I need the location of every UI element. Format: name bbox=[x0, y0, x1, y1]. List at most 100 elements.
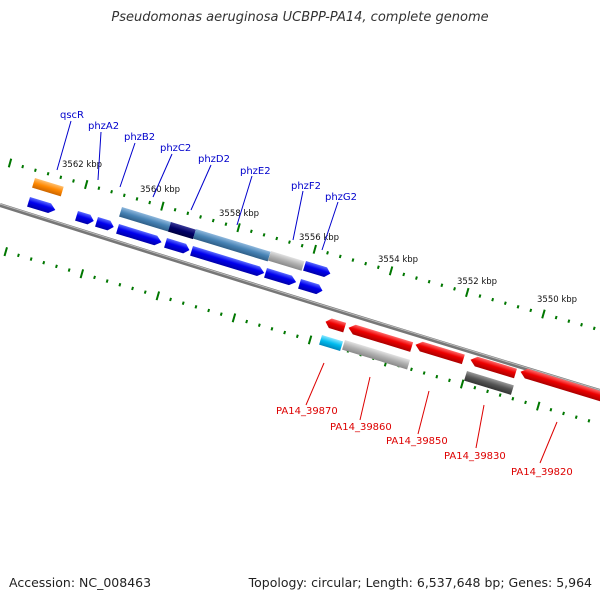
minor-tick bbox=[17, 253, 20, 258]
major-tick bbox=[536, 401, 541, 411]
gene-reverse[interactable] bbox=[519, 367, 600, 403]
major-tick bbox=[231, 313, 237, 323]
forward-genes-lower bbox=[27, 197, 324, 296]
minor-tick bbox=[478, 294, 482, 298]
minor-tick bbox=[46, 171, 50, 176]
gene-phzA2-B2[interactable] bbox=[119, 207, 172, 232]
gene-label-phzD2[interactable]: phzD2 bbox=[198, 154, 230, 165]
major-tick bbox=[312, 244, 317, 254]
minor-tick bbox=[435, 374, 439, 379]
minor-tick bbox=[118, 282, 122, 287]
gene-forward[interactable] bbox=[75, 211, 95, 226]
scale-label: 3558 kbp bbox=[219, 209, 259, 219]
minor-tick bbox=[257, 323, 261, 327]
gene-phzG2[interactable] bbox=[303, 261, 332, 278]
genome-backbone-highlight bbox=[0, 203, 600, 391]
minor-tick bbox=[326, 251, 329, 255]
minor-tick bbox=[194, 305, 198, 309]
gene-label-PA14_39870[interactable]: PA14_39870 bbox=[276, 406, 338, 417]
minor-tick bbox=[173, 207, 177, 212]
gene-reverse-cyan[interactable] bbox=[319, 335, 344, 351]
minor-tick bbox=[338, 254, 342, 259]
minor-tick bbox=[131, 286, 134, 291]
minor-tick bbox=[181, 301, 185, 305]
gene-reverse[interactable] bbox=[469, 355, 517, 379]
minor-tick bbox=[275, 236, 279, 241]
gene-label-phzB2[interactable]: phzB2 bbox=[124, 132, 155, 143]
minor-tick bbox=[562, 411, 565, 416]
gene-phzD2-E2[interactable] bbox=[193, 229, 271, 262]
gene-phzF2[interactable] bbox=[268, 251, 305, 271]
minor-tick bbox=[376, 265, 380, 270]
minor-tick bbox=[224, 222, 228, 226]
minor-tick bbox=[529, 308, 533, 313]
scale-label: 3556 kbp bbox=[299, 233, 339, 243]
minor-tick bbox=[245, 319, 249, 324]
minor-tick bbox=[295, 334, 299, 339]
minor-tick bbox=[186, 211, 190, 216]
gene-label-PA14_39830[interactable]: PA14_39830 bbox=[444, 451, 506, 462]
minor-tick bbox=[516, 305, 520, 309]
gene-reverse-gray[interactable] bbox=[342, 340, 411, 370]
gene-label-PA14_39820[interactable]: PA14_39820 bbox=[511, 467, 573, 478]
gene-forward[interactable] bbox=[95, 217, 115, 232]
minor-tick bbox=[199, 215, 202, 219]
gene-label-PA14_39860[interactable]: PA14_39860 bbox=[330, 422, 392, 433]
minor-tick bbox=[422, 371, 426, 375]
gene-label-phzF2[interactable]: phzF2 bbox=[291, 181, 321, 192]
minor-tick bbox=[110, 189, 113, 194]
minor-tick bbox=[511, 396, 515, 401]
minor-tick bbox=[574, 415, 578, 419]
gene-reverse[interactable] bbox=[324, 317, 347, 333]
major-tick bbox=[465, 287, 470, 298]
minor-tick bbox=[72, 179, 75, 183]
major-tick bbox=[160, 201, 165, 211]
gene-label-qscR[interactable]: qscR bbox=[60, 110, 84, 121]
gene-forward[interactable] bbox=[164, 238, 191, 255]
gene-label-phzE2[interactable]: phzE2 bbox=[240, 166, 271, 177]
minor-tick bbox=[97, 186, 101, 190]
minor-tick bbox=[587, 419, 591, 423]
minor-tick bbox=[148, 200, 152, 205]
minor-tick bbox=[207, 308, 211, 313]
minor-tick bbox=[402, 272, 406, 277]
gene-label-PA14_39850[interactable]: PA14_39850 bbox=[386, 436, 448, 447]
minor-tick bbox=[351, 258, 355, 262]
gene-phzC2[interactable] bbox=[168, 222, 196, 240]
minor-tick bbox=[105, 279, 109, 283]
gene-reverse-darkgray[interactable] bbox=[464, 371, 514, 395]
gene-forward[interactable] bbox=[298, 279, 324, 296]
major-tick bbox=[236, 223, 241, 233]
gene-forward[interactable] bbox=[27, 197, 57, 215]
scale-label: 3562 kbp bbox=[62, 160, 102, 170]
gene-qscR[interactable] bbox=[32, 178, 64, 197]
gene-reverse[interactable] bbox=[414, 340, 465, 365]
forward-genes-upper bbox=[32, 178, 332, 278]
gene-label-phzC2[interactable]: phzC2 bbox=[160, 143, 191, 154]
minor-tick bbox=[21, 164, 25, 169]
minor-tick bbox=[549, 407, 553, 412]
minor-tick bbox=[135, 197, 139, 201]
gene-forward[interactable] bbox=[190, 246, 266, 278]
major-tick bbox=[84, 179, 89, 190]
major-tick bbox=[155, 291, 161, 301]
major-tick bbox=[79, 269, 85, 279]
minor-tick bbox=[219, 312, 223, 316]
minor-tick bbox=[448, 378, 451, 383]
scale-label: 3550 kbp bbox=[537, 295, 577, 305]
scale-track-upper bbox=[7, 158, 596, 331]
gene-label-phzG2[interactable]: phzG2 bbox=[325, 192, 357, 203]
minor-tick bbox=[55, 264, 58, 269]
minor-tick bbox=[567, 319, 571, 323]
minor-tick bbox=[491, 297, 495, 302]
gene-label-phzA2[interactable]: phzA2 bbox=[88, 121, 119, 132]
gene-reverse[interactable] bbox=[347, 323, 414, 352]
minor-tick bbox=[42, 260, 46, 265]
minor-tick bbox=[29, 257, 33, 261]
minor-tick bbox=[498, 393, 502, 397]
minor-tick bbox=[211, 218, 215, 223]
minor-tick bbox=[410, 367, 413, 372]
gene-forward[interactable] bbox=[116, 224, 163, 247]
gene-forward[interactable] bbox=[264, 268, 298, 287]
